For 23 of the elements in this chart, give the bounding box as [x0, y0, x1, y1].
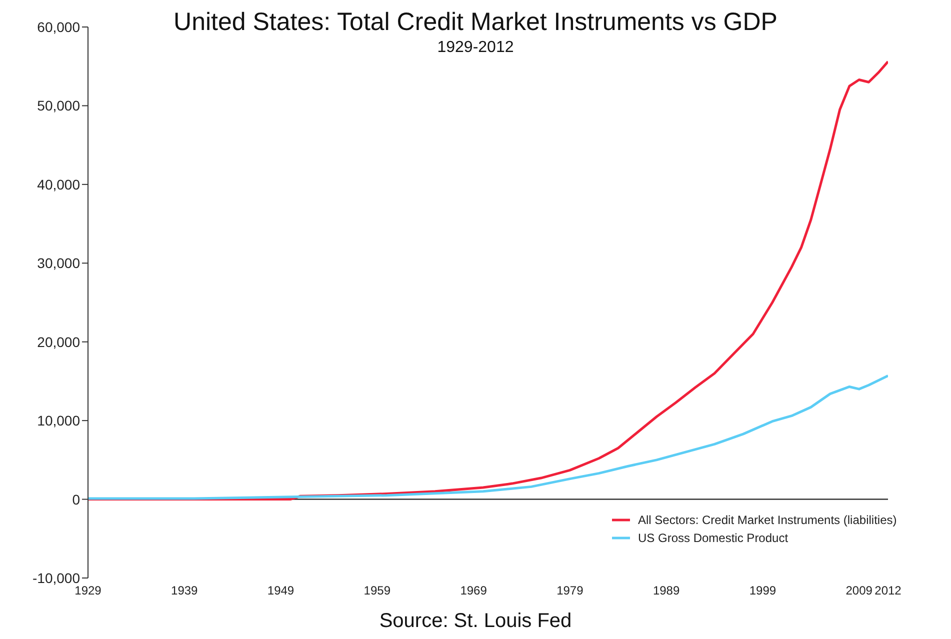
text: 1929-2012 — [436, 39, 515, 57]
chart-title: United States: Total Credit Market Instruments vs GDP — [174, 8, 778, 36]
x-tick-label: 1999 — [749, 584, 776, 598]
y-tick-label: 20,000 — [37, 334, 80, 350]
y-tick-label: 0 — [72, 491, 80, 508]
x-tick-label: 1969 — [460, 584, 488, 598]
x-tick-label: 1959 — [364, 584, 391, 598]
y-tick-label: -10,000 — [32, 570, 80, 586]
y-tick-label: 60,000 — [37, 18, 80, 35]
x-tick-label: 1989 — [652, 584, 680, 598]
source-note: Source: St. Louis Fed — [378, 610, 573, 633]
legend-label: US Gross Domestic Product — [638, 531, 788, 545]
y-tick-label: 40,000 — [37, 176, 80, 192]
x-tick-label: 2009 — [846, 584, 873, 598]
x-tick-label: 1929 — [74, 584, 102, 598]
x-tick-label: 1939 — [171, 584, 198, 598]
x-tick-label: 1949 — [267, 584, 294, 598]
x-tick-label: 1979 — [556, 584, 584, 598]
legend-label: All Sectors: Credit Market Instruments (liabilities) — [638, 513, 897, 527]
y-tick-label: 30,000 — [37, 255, 80, 272]
x-tick-label: 2012 — [874, 584, 902, 598]
y-tick-label: 50,000 — [37, 98, 80, 114]
y-tick-label: 10,000 — [37, 412, 80, 429]
